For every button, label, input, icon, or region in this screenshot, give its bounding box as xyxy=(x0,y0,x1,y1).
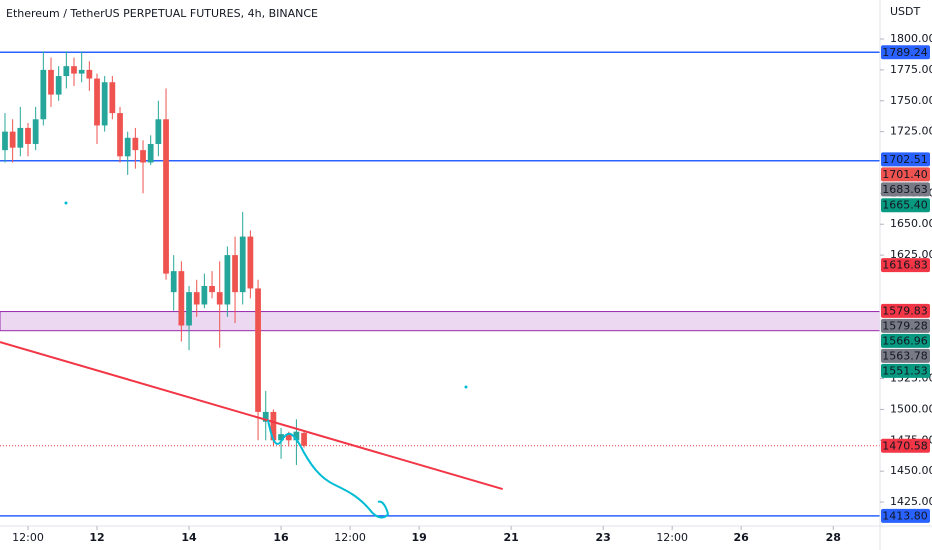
price-label-box xyxy=(881,303,930,318)
candle-body xyxy=(224,255,231,305)
candle-body xyxy=(86,69,93,79)
x-tick-label: 19 xyxy=(411,531,426,544)
zone xyxy=(0,311,881,332)
candle-body xyxy=(186,292,192,326)
chart-title: Ethereum / TetherUS PERPETUAL FUTURES, 4… xyxy=(6,7,318,20)
candle-body xyxy=(209,285,215,293)
drawing-dot xyxy=(464,385,468,389)
price-label-box xyxy=(881,198,930,213)
candle-body xyxy=(109,82,116,114)
price-label-box xyxy=(881,152,930,167)
candle-body xyxy=(293,431,300,441)
trend-line xyxy=(0,341,503,491)
price-label-box xyxy=(881,508,930,523)
candle-body xyxy=(63,66,70,77)
candle-body xyxy=(278,434,284,441)
x-tick-label: 23 xyxy=(595,531,610,544)
candle-body xyxy=(2,131,8,151)
price-label: 1563.78 xyxy=(882,349,928,362)
price-label: 1701.40 xyxy=(882,168,928,181)
x-tick-label: 28 xyxy=(826,531,841,544)
price-label-box xyxy=(881,438,930,453)
price-label-box xyxy=(881,333,930,348)
y-tick-label: 1500.00 xyxy=(890,402,932,415)
price-label-box xyxy=(881,318,930,333)
candle-body xyxy=(71,66,77,74)
y-tick-label: 1425.00 xyxy=(890,495,932,508)
price-label-box xyxy=(881,363,930,378)
candle-body xyxy=(101,82,108,126)
x-tick-label: 16 xyxy=(273,531,289,544)
candle-body xyxy=(216,292,223,305)
price-label: 1616.83 xyxy=(882,259,928,272)
x-tick-label: 26 xyxy=(734,531,750,544)
price-label: 1413.80 xyxy=(882,509,928,522)
price-label-box xyxy=(881,348,930,363)
drawing-dot xyxy=(64,201,68,205)
x-tick-label: 14 xyxy=(181,531,197,544)
candle-body xyxy=(32,119,39,144)
price-label: 1470.58 xyxy=(882,439,928,452)
x-tick-label: 12:00 xyxy=(334,531,366,544)
candle-body xyxy=(17,127,24,148)
candle-body xyxy=(132,137,139,151)
candle-body xyxy=(247,236,254,289)
candle-body xyxy=(170,271,177,293)
candle-body xyxy=(163,119,169,274)
price-label-box xyxy=(881,45,930,60)
y-tick-label: 1450.00 xyxy=(890,464,932,477)
candle-body xyxy=(48,69,54,95)
price-label-box xyxy=(881,167,930,182)
price-label: 1566.96 xyxy=(882,334,928,347)
candle-body xyxy=(147,143,154,163)
price-label: 1683.63 xyxy=(882,183,928,196)
price-label: 1551.53 xyxy=(882,364,928,377)
candle-body xyxy=(155,119,162,144)
price-label: 1579.83 xyxy=(882,304,928,317)
x-tick-label: 12:00 xyxy=(12,531,44,544)
candle-body xyxy=(78,69,85,74)
x-tick-label: 21 xyxy=(503,531,518,544)
candle-body xyxy=(40,69,47,120)
price-label: 1702.51 xyxy=(882,153,928,166)
candle-body xyxy=(193,292,200,305)
price-label: 1579.28 xyxy=(882,319,928,332)
y-tick-label: 1625.00 xyxy=(890,248,932,261)
candle-body xyxy=(239,236,246,293)
x-tick-label: 12:00 xyxy=(656,531,688,544)
x-tick-label: 12 xyxy=(89,531,104,544)
y-tick-label: 1800.00 xyxy=(890,32,932,45)
currency-label: USDT xyxy=(890,5,921,18)
candle-body xyxy=(140,150,146,163)
candle-body xyxy=(94,78,100,126)
y-tick-label: 1725.00 xyxy=(890,125,932,138)
candle-body xyxy=(117,113,123,157)
candle-body xyxy=(301,432,307,446)
hand-drawn-path xyxy=(267,419,390,519)
price-label: 1789.24 xyxy=(882,46,928,59)
candle-body xyxy=(9,131,16,148)
candle-body xyxy=(255,288,261,412)
price-label: 1665.40 xyxy=(882,199,928,212)
candle-body xyxy=(270,411,277,441)
candle-body xyxy=(178,271,185,326)
candle-body xyxy=(285,434,292,441)
candle-body xyxy=(124,137,131,157)
price-label-box xyxy=(881,182,930,197)
y-tick-label: 1650.00 xyxy=(890,217,932,230)
candle-body xyxy=(25,127,31,144)
y-tick-label: 1775.00 xyxy=(890,63,932,76)
candle-body xyxy=(201,285,208,305)
price-label-box xyxy=(881,258,930,273)
candle-body xyxy=(262,411,269,422)
y-tick-label: 1750.00 xyxy=(890,94,932,107)
candle-body xyxy=(232,255,238,293)
candle-body xyxy=(55,76,62,95)
